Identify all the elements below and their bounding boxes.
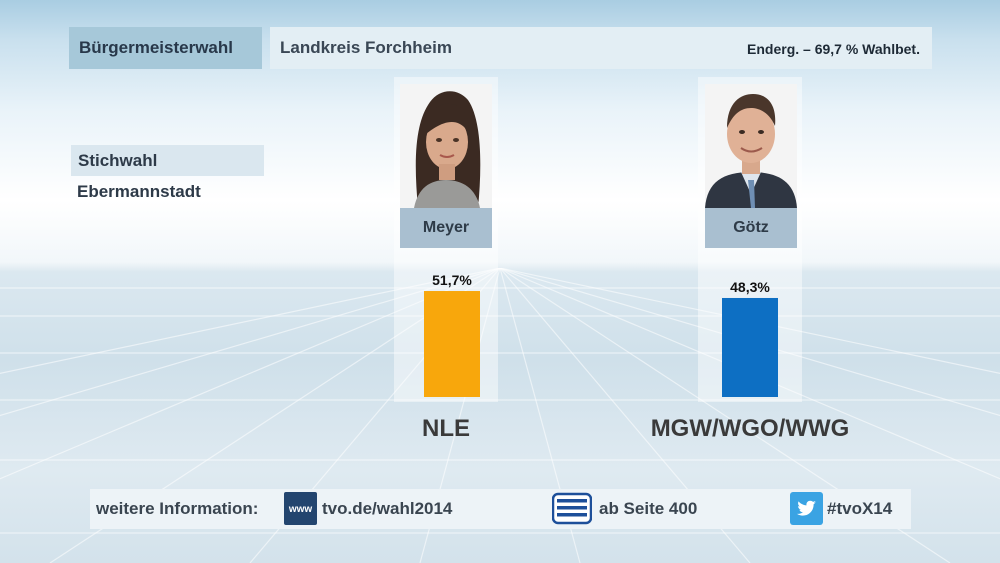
result-value-label-2: 48,3% xyxy=(730,279,770,295)
result-value-label-1: 51,7% xyxy=(432,272,472,288)
party-label-1: NLE xyxy=(422,415,470,442)
twitter-bird-icon xyxy=(790,492,823,525)
candidate-name-2: Götz xyxy=(733,219,769,236)
www-icon-text: www xyxy=(288,504,313,515)
candidate-name-box-1: Meyer xyxy=(400,208,492,248)
info-footer: weitere Information: www tvo.de/wahl2014… xyxy=(90,489,911,529)
teletext-icon xyxy=(552,492,592,525)
footer-web-link[interactable]: tvo.de/wahl2014 xyxy=(322,499,453,518)
region-box: Landkreis Forchheim Enderg. – 69,7 % Wah… xyxy=(270,27,932,69)
result-bar-1 xyxy=(424,291,480,397)
candidate-photo-goetz xyxy=(705,84,797,208)
candidate-name-box-2: Götz xyxy=(705,208,797,248)
footer-info-label: weitere Information: xyxy=(96,499,259,518)
result-bar-2 xyxy=(722,297,778,397)
region-title: Landkreis Forchheim xyxy=(280,38,452,57)
election-title: Bürgermeisterwahl xyxy=(79,38,233,57)
candidate-name-1: Meyer xyxy=(422,219,470,236)
election-title-box: Bürgermeisterwahl xyxy=(69,27,262,69)
party-label-2: MGW/WGO/WWG xyxy=(650,415,850,442)
municipality-label: Ebermannstadt xyxy=(77,182,201,201)
footer-hashtag[interactable]: #tvoX14 xyxy=(827,499,893,518)
candidate-photo-meyer xyxy=(400,84,492,208)
turnout-status: Enderg. – 69,7 % Wahlbet. xyxy=(747,41,920,57)
round-label: Stichwahl xyxy=(78,151,158,170)
www-icon: www xyxy=(284,492,317,525)
footer-teletext: ab Seite 400 xyxy=(599,499,698,518)
round-box: Stichwahl xyxy=(71,145,264,176)
